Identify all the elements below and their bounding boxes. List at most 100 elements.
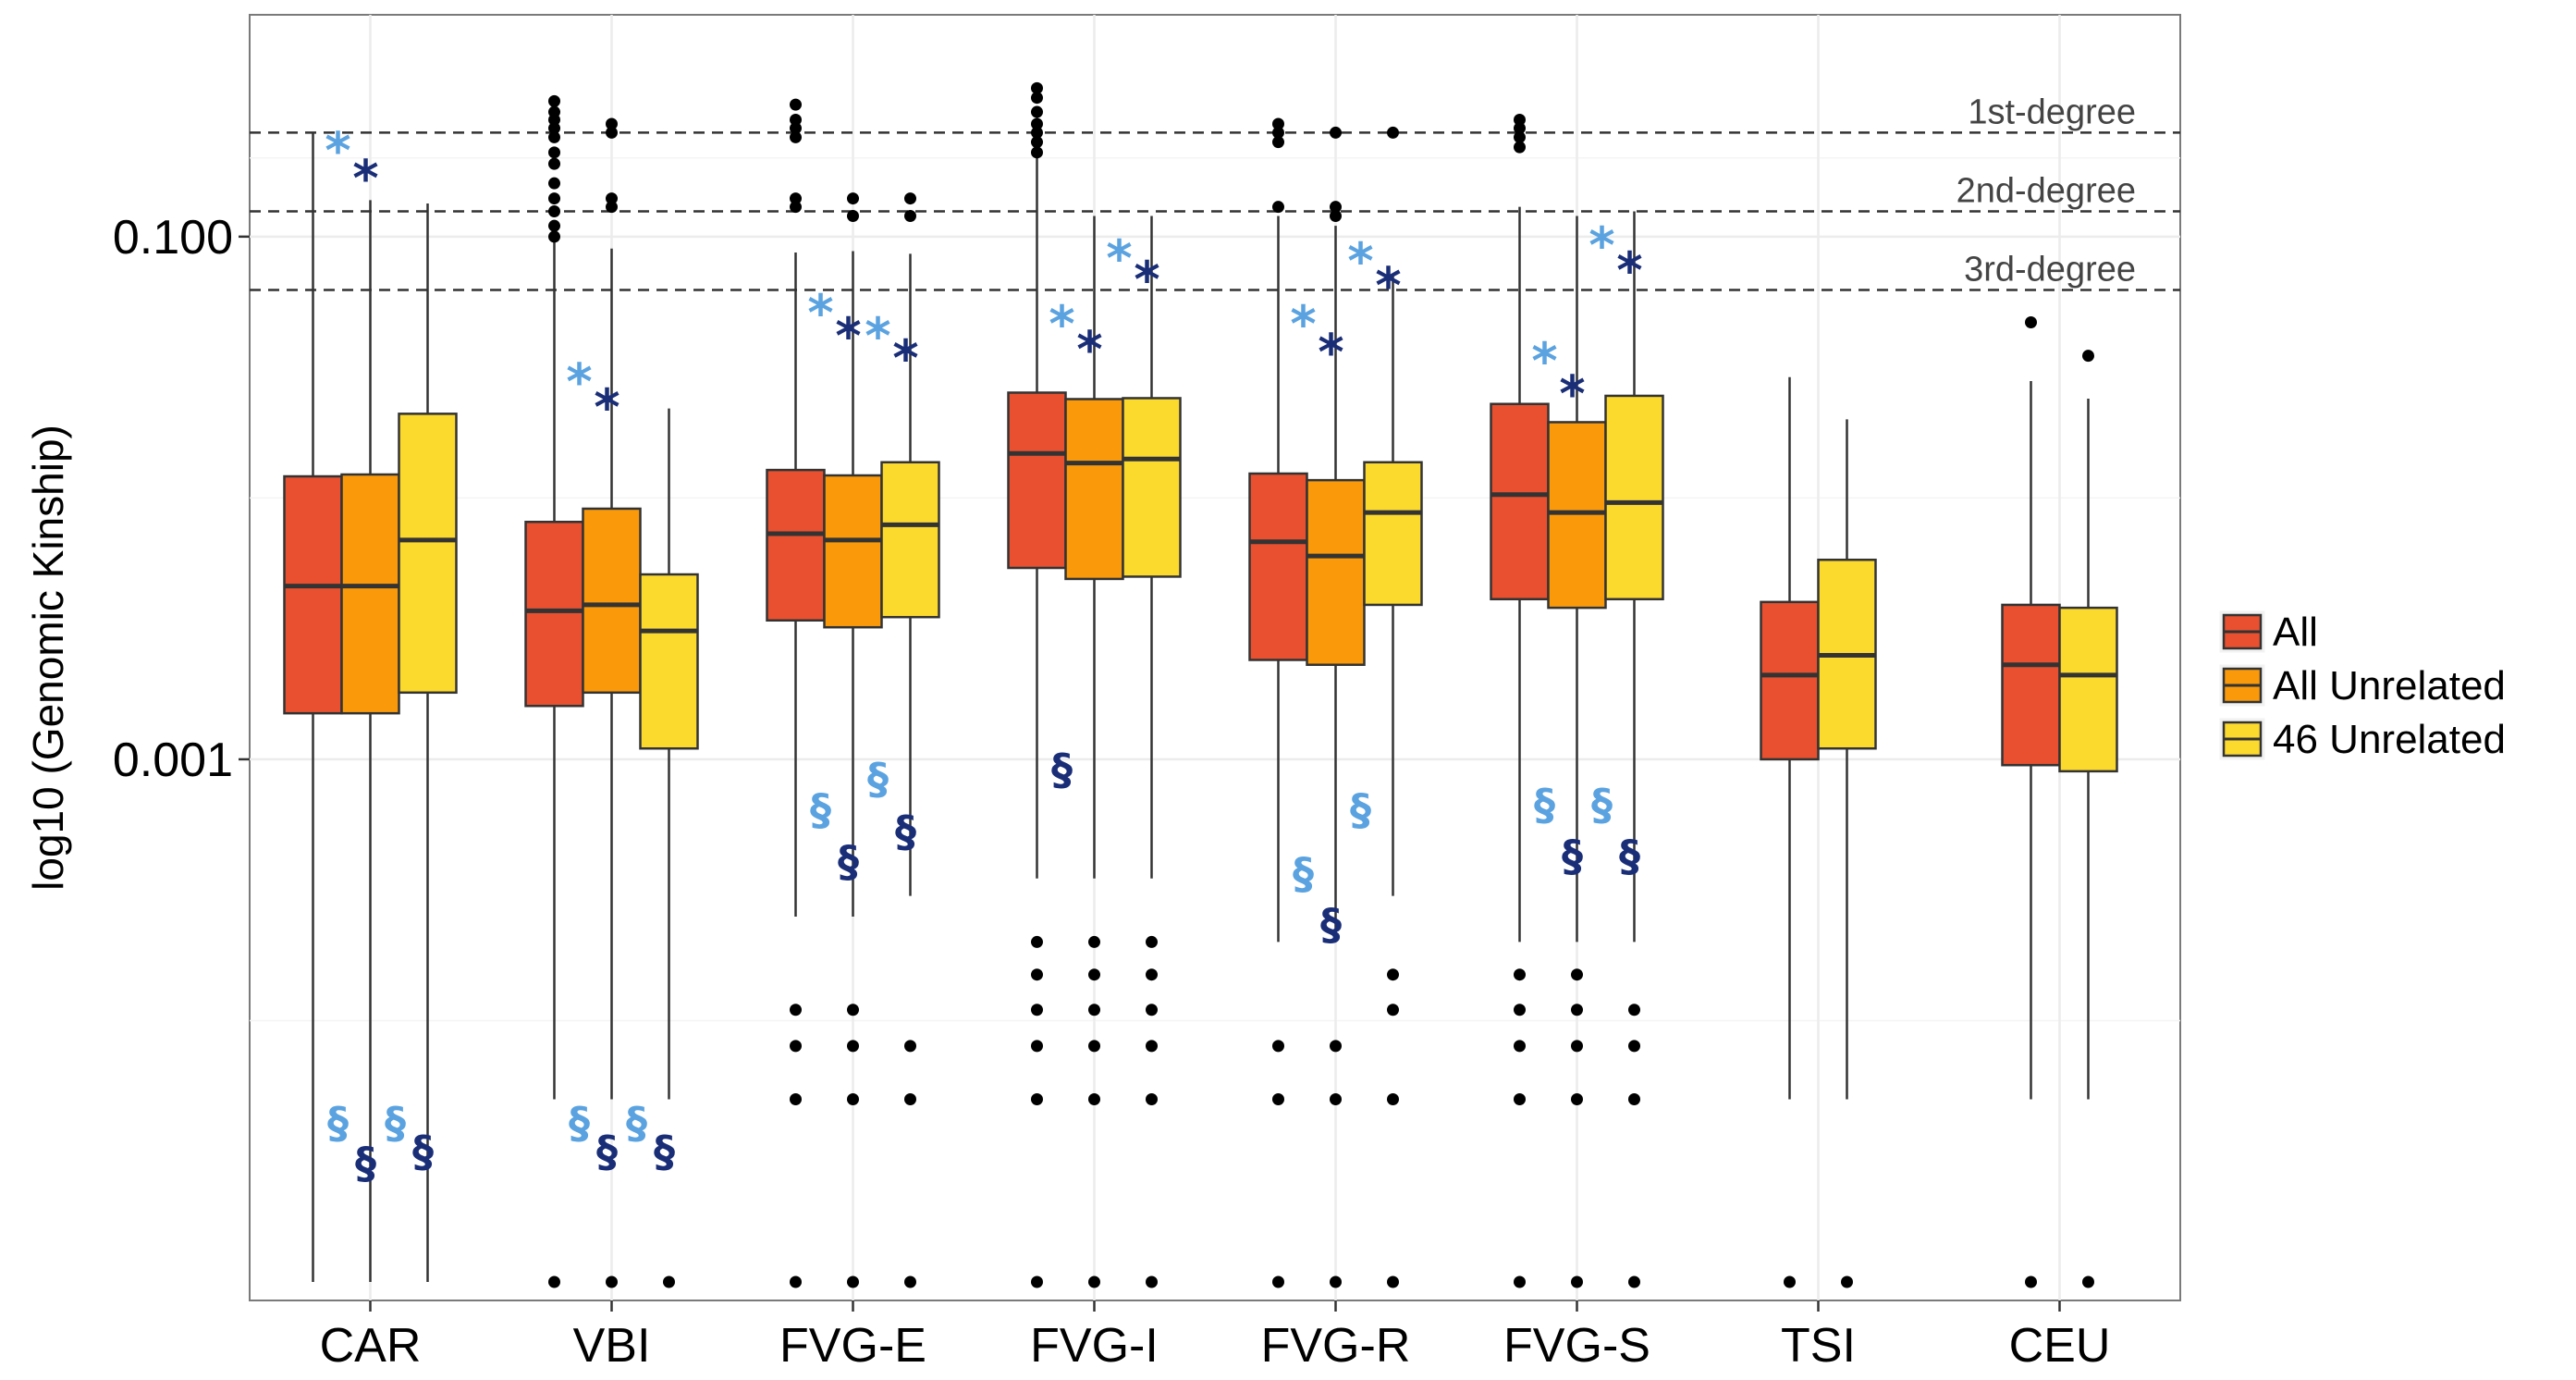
outlier-point xyxy=(1272,117,1284,130)
outlier-point xyxy=(1088,1040,1100,1053)
legend-item: All xyxy=(2218,610,2318,655)
outlier-point xyxy=(1272,126,1284,139)
significance-star: * xyxy=(1531,332,1557,390)
x-tick-label: FVG-I xyxy=(1030,1319,1159,1373)
outlier-point xyxy=(1146,935,1158,948)
outlier-point xyxy=(548,130,560,143)
outlier-point xyxy=(790,130,802,143)
outlier-point xyxy=(1330,1093,1342,1106)
box-iqr xyxy=(1760,600,1820,761)
reference-lines: 1st-degree 2nd-degree 3rd-degree xyxy=(250,92,2180,291)
outlier-point xyxy=(1628,1093,1640,1106)
box-TSI-46-unrelated xyxy=(1817,419,1877,1288)
outlier-point xyxy=(1571,1004,1583,1017)
outlier-point xyxy=(1330,126,1342,139)
box-iqr xyxy=(1248,472,1308,661)
box-FVG-S-all xyxy=(1490,114,1550,1288)
significance-star: * xyxy=(1375,257,1401,315)
significance-section-sign: § xyxy=(327,1098,349,1148)
outlier-point xyxy=(1514,968,1526,981)
outlier-point xyxy=(548,177,560,190)
y-tick-label: 0.001 xyxy=(113,733,233,787)
box-FVG-R-46-unrelated xyxy=(1363,126,1423,1288)
outlier-point xyxy=(847,1040,859,1053)
outlier-point xyxy=(1514,130,1526,143)
outlier-point xyxy=(606,192,618,205)
outlier-point xyxy=(1387,1004,1399,1017)
outlier-point xyxy=(606,126,618,139)
significance-section-sign: § xyxy=(654,1127,675,1177)
outlier-point xyxy=(1031,126,1043,139)
outlier-point xyxy=(1571,1275,1583,1288)
outlier-point xyxy=(1272,136,1284,149)
box-iqr xyxy=(340,473,400,715)
legend-label: 46 Unrelated xyxy=(2273,717,2506,762)
significance-section-sign: § xyxy=(412,1127,434,1177)
significance-star: * xyxy=(1318,323,1343,381)
outlier-point xyxy=(2082,1275,2094,1288)
outlier-point xyxy=(1031,146,1043,159)
significance-annotations: * *§§§§* *§§§§* * * *§§§§* ** *§* ** *§§§*** *§§§§ xyxy=(325,122,1642,1189)
significance-section-sign: § xyxy=(1320,899,1342,949)
box-plots xyxy=(283,81,2118,1288)
box-iqr xyxy=(1122,397,1182,578)
box-FVG-E-all xyxy=(766,98,826,1288)
outlier-point xyxy=(1330,1275,1342,1288)
significance-star: * xyxy=(1134,251,1159,309)
x-axis: CAR VBI FVG-E FVG-I FVG-R FVG-S TSI CEU xyxy=(320,1300,2110,1373)
outlier-point xyxy=(1031,1040,1043,1053)
outlier-point xyxy=(1571,1093,1583,1106)
outlier-point xyxy=(1514,1093,1526,1106)
outlier-point xyxy=(1031,1275,1043,1288)
outlier-point xyxy=(1514,114,1526,127)
x-tick-label: CAR xyxy=(320,1319,422,1373)
outlier-point xyxy=(606,1275,618,1288)
box-iqr xyxy=(582,507,642,695)
box-VBI-all-unrelated xyxy=(582,117,642,1288)
outlier-point xyxy=(1571,968,1583,981)
box-iqr xyxy=(1604,394,1664,601)
outlier-point xyxy=(1272,1040,1284,1053)
box-iqr xyxy=(2001,603,2061,767)
significance-star: * xyxy=(352,150,378,208)
outlier-point xyxy=(663,1275,675,1288)
outlier-point xyxy=(790,1040,802,1053)
box-FVG-I-all-unrelated xyxy=(1064,216,1124,1288)
box-FVG-E-all-unrelated xyxy=(823,192,883,1288)
outlier-point xyxy=(2025,1275,2037,1288)
significance-section-sign: § xyxy=(596,1127,618,1177)
significance-star: * xyxy=(1347,232,1373,290)
outlier-point xyxy=(847,209,859,222)
box-CEU-all xyxy=(2001,315,2061,1288)
significance-star: * xyxy=(1106,229,1132,288)
legend-item: All Unrelated xyxy=(2218,663,2506,708)
outlier-point xyxy=(1514,122,1526,135)
outlier-point xyxy=(1031,1004,1043,1017)
outlier-point xyxy=(1514,1040,1526,1053)
y-axis-label: log10 (Genomic Kinship) xyxy=(24,425,72,891)
x-tick-label: FVG-S xyxy=(1503,1319,1650,1373)
x-tick-label: VBI xyxy=(573,1319,651,1373)
significance-section-sign: § xyxy=(895,807,916,856)
outlier-point xyxy=(548,230,560,243)
box-FVG-R-all-unrelated xyxy=(1306,126,1366,1288)
outlier-point xyxy=(904,209,916,222)
significance-star: * xyxy=(835,307,861,365)
significance-star: * xyxy=(1559,365,1585,424)
reference-line-label: 1st-degree xyxy=(1968,92,2136,131)
outlier-point xyxy=(790,114,802,127)
box-iqr xyxy=(639,573,699,750)
outlier-point xyxy=(548,204,560,217)
significance-star: * xyxy=(892,329,918,388)
outlier-point xyxy=(1272,1093,1284,1106)
outlier-point xyxy=(790,122,802,135)
outlier-point xyxy=(1146,1040,1158,1053)
outlier-point xyxy=(904,1093,916,1106)
outlier-point xyxy=(1031,968,1043,981)
outlier-point xyxy=(904,1040,916,1053)
outlier-point xyxy=(1330,1040,1342,1053)
outlier-point xyxy=(548,157,560,170)
outlier-point xyxy=(1031,117,1043,130)
significance-section-sign: § xyxy=(385,1098,406,1148)
outlier-point xyxy=(1146,968,1158,981)
